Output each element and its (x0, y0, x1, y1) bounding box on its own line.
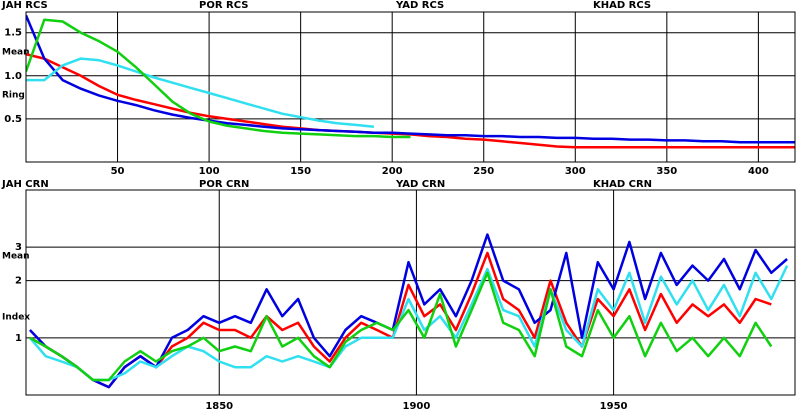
series-line (26, 57, 375, 128)
legend-label: YAD CRN (395, 179, 445, 190)
y-axis-label: Mean (2, 48, 30, 58)
x-tick-label: 1850 (205, 401, 233, 410)
x-tick-label: 100 (199, 166, 220, 177)
legend-label: JAH RCS (1, 0, 48, 11)
x-tick-label: 250 (473, 166, 494, 177)
plot-frame (25, 11, 796, 163)
x-tick-label: 150 (290, 166, 311, 177)
legend-label: JAH CRN (1, 179, 49, 190)
x-tick-label: 1950 (600, 401, 628, 410)
y-tick-label: 2 (15, 276, 22, 287)
y-axis-label: Mean (2, 252, 30, 262)
series-line (29, 271, 773, 382)
y-tick-label: 1 (15, 333, 22, 344)
y-tick-label: 3 (15, 242, 22, 253)
y-tick-label: 1.5 (4, 28, 22, 39)
x-tick-label: 400 (748, 166, 769, 177)
legend-label: POR CRN (199, 179, 249, 190)
series-line (28, 265, 789, 382)
y-axis-label: Ring (2, 91, 25, 101)
x-tick-label: 1900 (402, 401, 430, 410)
legend-label: POR RCS (199, 0, 248, 11)
x-tick-label: 50 (111, 166, 125, 177)
plot-frame (25, 189, 796, 396)
x-tick-label: 200 (382, 166, 403, 177)
series-line (26, 18, 411, 139)
x-tick-label: 300 (565, 166, 586, 177)
legend-label: YAD RCS (395, 0, 444, 11)
y-tick-label: 0.5 (4, 114, 22, 125)
x-tick-label: 350 (656, 166, 677, 177)
y-tick-label: 1.0 (4, 71, 22, 82)
legend-label: KHAD CRN (593, 179, 652, 190)
series-line (26, 14, 795, 144)
legend-label: KHAD RCS (593, 0, 651, 11)
y-axis-label: Index (2, 313, 30, 323)
